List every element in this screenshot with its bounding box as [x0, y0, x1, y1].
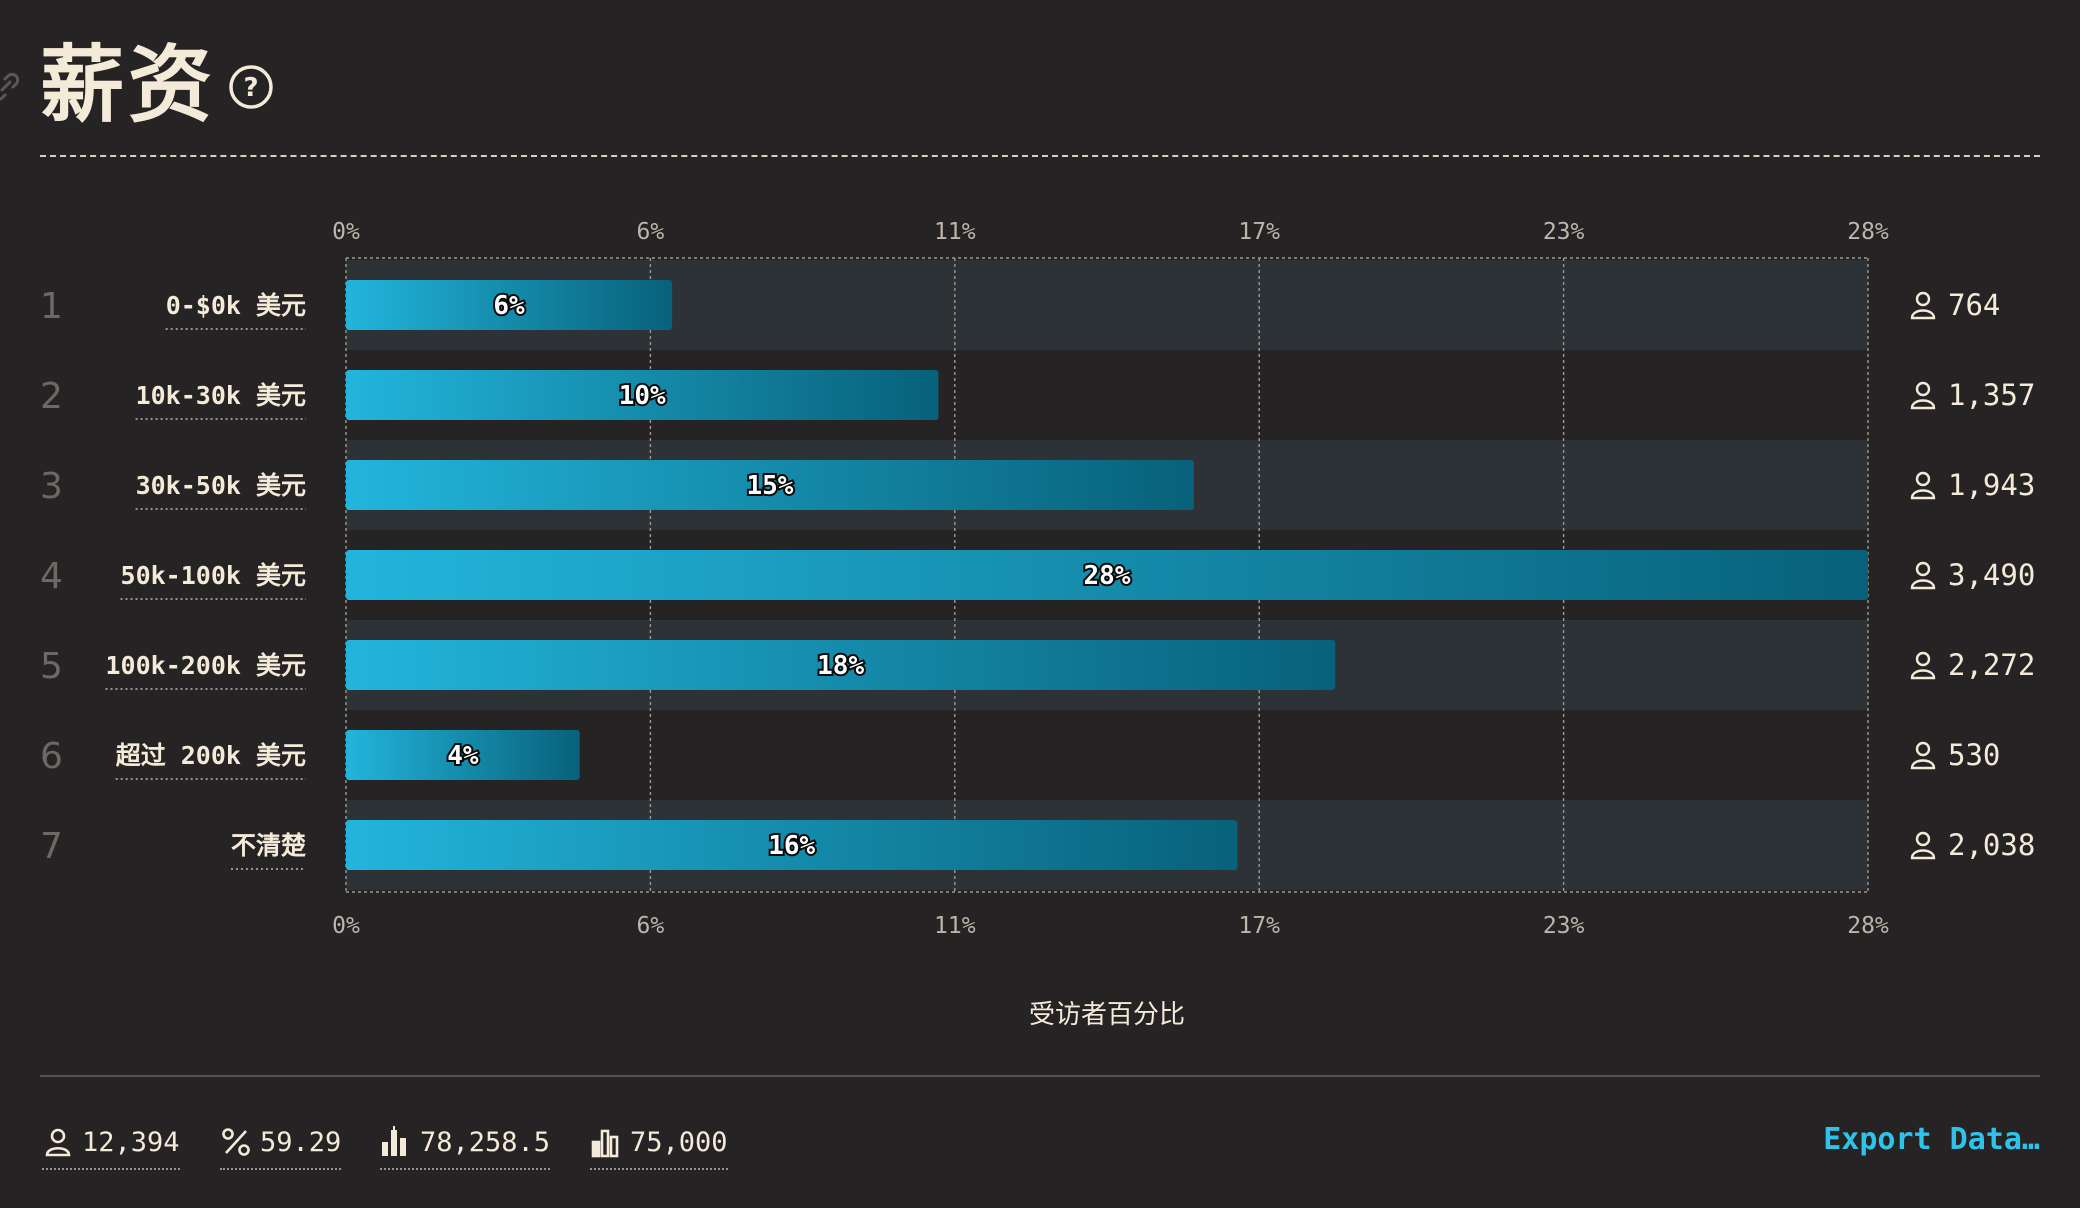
bar[interactable]	[346, 640, 1336, 690]
x-tick-label-top: 28%	[1847, 219, 1889, 245]
respondent-count: 2,038	[1948, 828, 2035, 862]
bar-value-label: 6%	[493, 291, 525, 321]
stat-respondents[interactable]: 12,394	[42, 1120, 180, 1170]
x-tick-label-top: 17%	[1238, 219, 1280, 245]
export-data-button[interactable]: Export Data…	[1823, 1122, 2040, 1157]
row-rank: 3	[40, 466, 63, 507]
bar[interactable]	[346, 730, 580, 780]
x-axis-title: 受访者百分比	[1028, 1000, 1185, 1030]
row-rank: 7	[40, 826, 63, 867]
x-tick-label-top: 23%	[1543, 219, 1585, 245]
x-tick-label-top: 11%	[934, 219, 976, 245]
percent-icon	[222, 1128, 250, 1156]
bar[interactable]	[346, 370, 939, 420]
median-chart-icon	[591, 1129, 619, 1158]
user-icon	[1910, 741, 1936, 770]
x-tick-label-top: 6%	[637, 219, 665, 245]
bar-value-label: 16%	[768, 831, 815, 861]
category-label[interactable]: 50k-100k 美元	[121, 561, 306, 590]
x-tick-label-bottom: 23%	[1543, 913, 1585, 939]
stat-median[interactable]: 75,000	[590, 1120, 728, 1170]
respondent-count: 1,943	[1948, 468, 2035, 502]
user-icon	[1910, 381, 1936, 410]
category-label[interactable]: 不清楚	[231, 831, 306, 860]
respondent-count: 2,272	[1948, 648, 2035, 682]
footer-divider	[40, 1075, 2040, 1077]
x-tick-label-bottom: 0%	[332, 913, 360, 939]
bar[interactable]	[346, 550, 1868, 600]
bar[interactable]	[346, 820, 1238, 870]
respondent-count: 764	[1948, 288, 2000, 322]
category-label[interactable]: 30k-50k 美元	[136, 471, 306, 500]
row-rank: 1	[40, 286, 63, 327]
bar-value-label: 4%	[447, 741, 479, 771]
salary-bar-chart: 0% 0% 6% 6% 11% 11% 17% 17% 23% 23% 28% 28% 6% 1 0-$0k…	[40, 219, 2035, 939]
stat-mean-value: 78,258.5	[420, 1126, 551, 1158]
x-tick-label-bottom: 17%	[1238, 913, 1280, 939]
respondent-count: 3,490	[1948, 558, 2035, 592]
respondent-count: 530	[1948, 738, 2000, 772]
category-label[interactable]: 超过 200k 美元	[116, 741, 306, 770]
stat-percent-value: 59.29	[260, 1126, 342, 1158]
category-label[interactable]: 100k-200k 美元	[105, 651, 306, 680]
user-icon	[45, 1128, 71, 1157]
stat-respondents-value: 12,394	[82, 1126, 180, 1158]
stat-median-value: 75,000	[630, 1126, 728, 1158]
stat-mean[interactable]: 78,258.5	[380, 1120, 551, 1170]
user-icon	[1910, 291, 1936, 320]
category-label[interactable]: 0-$0k 美元	[166, 291, 306, 320]
help-icon[interactable]: ?	[228, 64, 274, 110]
bar[interactable]	[346, 280, 673, 330]
title-divider	[40, 155, 2040, 157]
x-tick-label-bottom: 28%	[1847, 913, 1889, 939]
mean-chart-icon	[382, 1126, 406, 1156]
link-icon[interactable]	[0, 72, 20, 102]
row-rank: 2	[40, 376, 63, 417]
x-tick-label-bottom: 11%	[934, 913, 976, 939]
page-title: 薪资	[40, 36, 217, 134]
user-icon	[1910, 471, 1936, 500]
respondent-count: 1,357	[1948, 378, 2035, 412]
x-tick-label-bottom: 6%	[637, 913, 665, 939]
category-label[interactable]: 10k-30k 美元	[136, 381, 306, 410]
user-icon	[1910, 651, 1936, 680]
bar-value-label: 18%	[817, 651, 864, 681]
row-rank: 4	[40, 556, 63, 597]
row-rank: 5	[40, 646, 63, 687]
row-rank: 6	[40, 736, 63, 777]
bar-value-label: 10%	[619, 381, 666, 411]
bar[interactable]	[346, 460, 1194, 510]
user-icon	[1910, 561, 1936, 590]
user-icon	[1910, 831, 1936, 860]
bar-value-label: 28%	[1084, 561, 1131, 591]
x-tick-label-top: 0%	[332, 219, 360, 245]
bar-value-label: 15%	[747, 471, 794, 501]
svg-text:?: ?	[243, 73, 258, 103]
stat-percent[interactable]: 59.29	[220, 1120, 342, 1170]
